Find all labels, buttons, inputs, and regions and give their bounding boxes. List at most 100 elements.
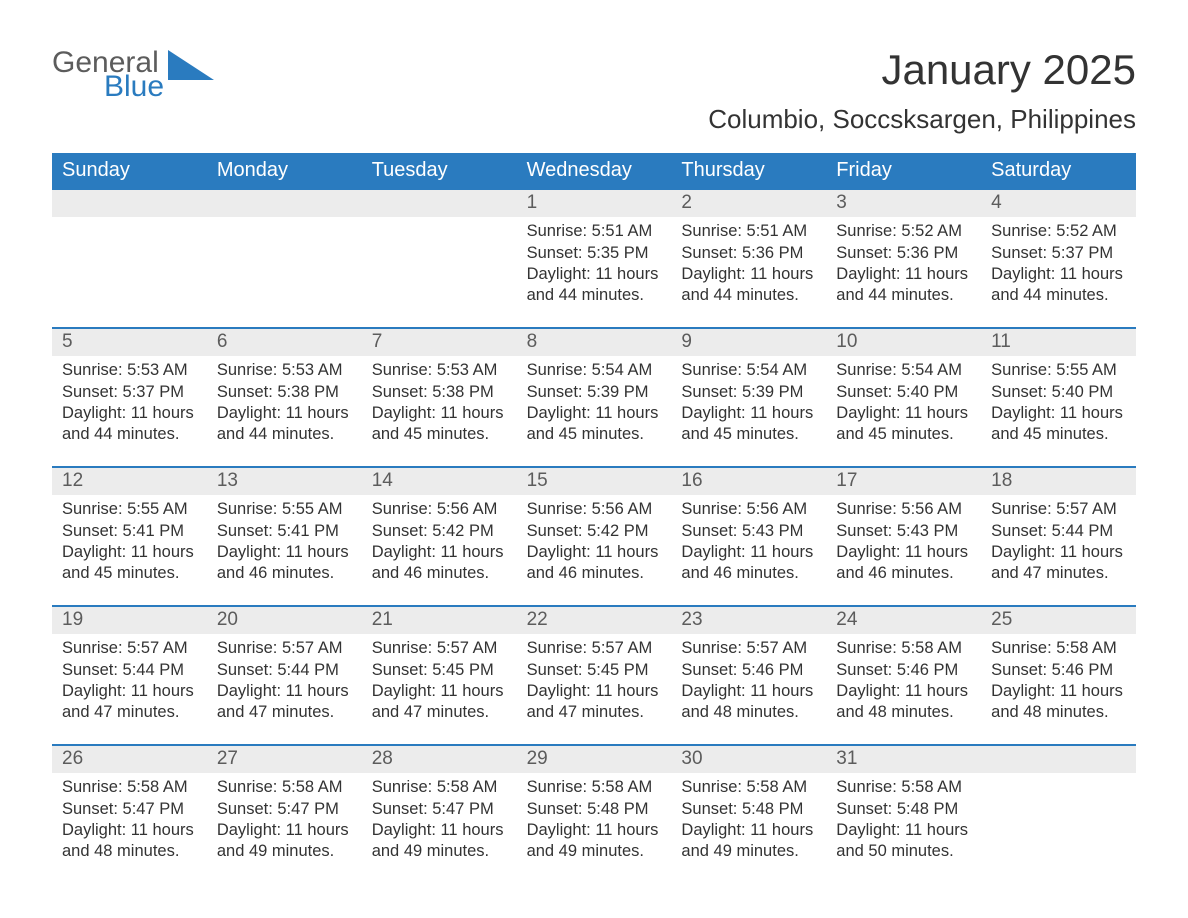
day-body-cell: Sunrise: 5:58 AMSunset: 5:47 PMDaylight:… [207,773,362,865]
date-number-cell: 31 [826,746,981,773]
date-number-cell: 26 [52,746,207,773]
date-number-cell: 21 [362,607,517,634]
date-number-cell: 20 [207,607,362,634]
day-info-line: Daylight: 11 hours and 48 minutes. [836,681,971,724]
day-info-line: Sunrise: 5:57 AM [681,638,816,659]
weekday-cell: Tuesday [362,153,517,190]
day-info-line: Sunset: 5:36 PM [681,243,816,264]
date-number-cell: 14 [362,468,517,495]
day-info-line: Daylight: 11 hours and 44 minutes. [217,403,352,446]
weekday-cell: Sunday [52,153,207,190]
calendar-page: General Blue January 2025 Columbio, Socc… [0,0,1188,918]
day-info-line: Sunset: 5:38 PM [217,382,352,403]
day-info-line: Daylight: 11 hours and 46 minutes. [527,542,662,585]
day-body-cell: Sunrise: 5:54 AMSunset: 5:39 PMDaylight:… [671,356,826,448]
day-info-line: Sunrise: 5:55 AM [991,360,1126,381]
month-title: January 2025 [708,48,1136,92]
calendar-grid: SundayMondayTuesdayWednesdayThursdayFrid… [52,153,1136,865]
day-body-cell: Sunrise: 5:58 AMSunset: 5:47 PMDaylight:… [52,773,207,865]
day-body-cell: Sunrise: 5:57 AMSunset: 5:45 PMDaylight:… [517,634,672,726]
day-body-cell: Sunrise: 5:58 AMSunset: 5:46 PMDaylight:… [981,634,1136,726]
weekday-header-row: SundayMondayTuesdayWednesdayThursdayFrid… [52,153,1136,190]
day-info-line: Sunset: 5:39 PM [527,382,662,403]
day-info-line: Sunrise: 5:56 AM [372,499,507,520]
week-body-row: Sunrise: 5:55 AMSunset: 5:41 PMDaylight:… [52,495,1136,587]
week-body-row: Sunrise: 5:53 AMSunset: 5:37 PMDaylight:… [52,356,1136,448]
day-body-cell: Sunrise: 5:56 AMSunset: 5:43 PMDaylight:… [826,495,981,587]
week-body-row: Sunrise: 5:57 AMSunset: 5:44 PMDaylight:… [52,634,1136,726]
day-info-line: Daylight: 11 hours and 47 minutes. [372,681,507,724]
day-body-cell: Sunrise: 5:58 AMSunset: 5:46 PMDaylight:… [826,634,981,726]
date-number-cell: 15 [517,468,672,495]
day-info-line: Sunset: 5:46 PM [991,660,1126,681]
day-body-cell: Sunrise: 5:58 AMSunset: 5:47 PMDaylight:… [362,773,517,865]
day-body-cell: Sunrise: 5:55 AMSunset: 5:41 PMDaylight:… [207,495,362,587]
day-body-cell: Sunrise: 5:58 AMSunset: 5:48 PMDaylight:… [826,773,981,865]
day-info-line: Sunset: 5:48 PM [527,799,662,820]
date-number-cell: 9 [671,329,826,356]
day-info-line: Daylight: 11 hours and 50 minutes. [836,820,971,863]
day-info-line: Sunset: 5:41 PM [62,521,197,542]
week-body-row: Sunrise: 5:58 AMSunset: 5:47 PMDaylight:… [52,773,1136,865]
day-info-line: Sunrise: 5:55 AM [62,499,197,520]
day-info-line: Sunrise: 5:58 AM [62,777,197,798]
date-number-cell: 7 [362,329,517,356]
day-info-line: Sunrise: 5:54 AM [836,360,971,381]
date-number-cell: 24 [826,607,981,634]
day-info-line: Sunrise: 5:52 AM [991,221,1126,242]
day-info-line: Sunrise: 5:57 AM [527,638,662,659]
day-info-line: Sunrise: 5:58 AM [991,638,1126,659]
day-info-line: Sunrise: 5:58 AM [217,777,352,798]
weeks-container: 1234Sunrise: 5:51 AMSunset: 5:35 PMDayli… [52,190,1136,865]
day-info-line: Sunset: 5:36 PM [836,243,971,264]
day-body-cell: Sunrise: 5:58 AMSunset: 5:48 PMDaylight:… [517,773,672,865]
day-info-line: Daylight: 11 hours and 44 minutes. [836,264,971,307]
date-number-cell: 25 [981,607,1136,634]
date-number-cell: 17 [826,468,981,495]
day-info-line: Sunset: 5:37 PM [991,243,1126,264]
day-info-line: Daylight: 11 hours and 45 minutes. [681,403,816,446]
day-info-line: Sunset: 5:42 PM [527,521,662,542]
date-number-cell: 22 [517,607,672,634]
day-info-line: Sunrise: 5:56 AM [527,499,662,520]
date-number-cell [981,746,1136,773]
date-number-cell: 6 [207,329,362,356]
day-info-line: Sunrise: 5:57 AM [62,638,197,659]
day-info-line: Sunrise: 5:54 AM [681,360,816,381]
day-info-line: Sunrise: 5:58 AM [527,777,662,798]
date-number-cell: 29 [517,746,672,773]
day-body-cell: Sunrise: 5:54 AMSunset: 5:39 PMDaylight:… [517,356,672,448]
day-info-line: Daylight: 11 hours and 49 minutes. [372,820,507,863]
day-info-line: Sunrise: 5:58 AM [836,638,971,659]
day-info-line: Daylight: 11 hours and 45 minutes. [836,403,971,446]
day-info-line: Sunrise: 5:55 AM [217,499,352,520]
day-info-line: Daylight: 11 hours and 44 minutes. [527,264,662,307]
date-number-cell: 5 [52,329,207,356]
day-info-line: Sunrise: 5:53 AM [372,360,507,381]
day-info-line: Daylight: 11 hours and 45 minutes. [527,403,662,446]
date-number-cell: 30 [671,746,826,773]
day-info-line: Sunrise: 5:54 AM [527,360,662,381]
logo-text-bottom: Blue [104,72,164,102]
day-info-line: Sunset: 5:47 PM [217,799,352,820]
date-number-cell: 3 [826,190,981,217]
day-info-line: Daylight: 11 hours and 48 minutes. [681,681,816,724]
day-body-cell: Sunrise: 5:53 AMSunset: 5:38 PMDaylight:… [362,356,517,448]
day-info-line: Daylight: 11 hours and 46 minutes. [217,542,352,585]
day-body-cell: Sunrise: 5:55 AMSunset: 5:41 PMDaylight:… [52,495,207,587]
day-info-line: Sunset: 5:48 PM [681,799,816,820]
day-body-cell: Sunrise: 5:52 AMSunset: 5:36 PMDaylight:… [826,217,981,309]
day-info-line: Sunset: 5:37 PM [62,382,197,403]
day-info-line: Daylight: 11 hours and 48 minutes. [62,820,197,863]
day-info-line: Sunset: 5:45 PM [372,660,507,681]
day-info-line: Sunset: 5:47 PM [372,799,507,820]
date-number-cell: 4 [981,190,1136,217]
day-info-line: Sunset: 5:41 PM [217,521,352,542]
day-info-line: Sunrise: 5:57 AM [372,638,507,659]
date-header-row: 1234 [52,190,1136,217]
day-info-line: Daylight: 11 hours and 44 minutes. [62,403,197,446]
day-body-cell [52,217,207,309]
day-body-cell: Sunrise: 5:55 AMSunset: 5:40 PMDaylight:… [981,356,1136,448]
day-info-line: Daylight: 11 hours and 45 minutes. [991,403,1126,446]
day-info-line: Daylight: 11 hours and 49 minutes. [681,820,816,863]
